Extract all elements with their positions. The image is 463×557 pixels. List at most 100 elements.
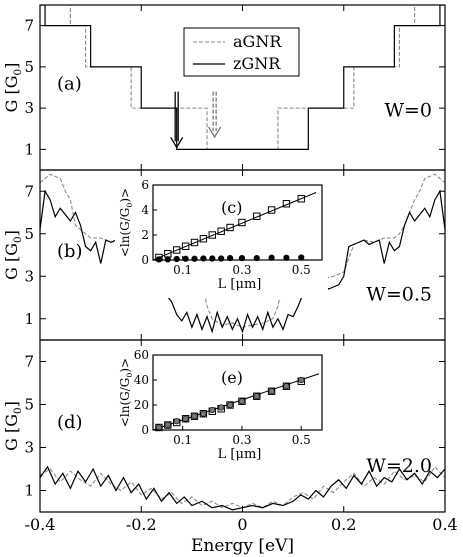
inset-marker-square [199,235,208,243]
inset-y-tick-label: 20 [134,398,149,412]
inset-marker-circle [155,256,163,263]
panel-label: (b) [57,241,83,262]
inset-marker-square [190,238,199,247]
inset-x-tick-label: 0.5 [292,263,311,277]
inset-y-axis-label: <ln(G/G0)> [118,358,134,427]
inset-marker-square [217,227,225,235]
y-tick-label: 5 [24,396,34,414]
y-axis-label: G [G0] [2,401,24,451]
x-tick-label: 0.2 [331,515,356,534]
inset-y-axis-label-main: <ln(G/G [118,378,132,428]
inset-marker-circle [283,383,290,390]
inset-marker-circle [298,376,305,384]
inset-marker-square [297,195,305,203]
inset-marker-square [238,218,246,227]
inset-frame [152,354,323,431]
y-tick-label: 3 [24,267,34,285]
panel-label: (d) [57,412,83,433]
arrow-head [170,136,184,149]
y-tick-label: 7 [24,17,34,35]
inset-marker-circle [173,418,180,425]
panel-1: 1 3 5 7 G [G0] (a) W=0 [2,4,446,171]
y-axis-label-tail: ] [2,63,21,69]
inset-marker-circle [173,255,180,263]
inset-y-tick-label: 40 [134,373,149,387]
y-axis-label: G [G0] [2,63,24,113]
inset-y-axis-label-sub: 0 [125,203,134,208]
panel-series-group [40,173,445,334]
inset-x-axis-label: L [μm] [218,277,262,292]
legend-box [183,27,300,77]
x-axis-label: Energy [eV] [191,536,294,556]
inset-x-tick-label: 0.1 [173,433,192,447]
panel-annotation: W=0.5 [366,284,432,306]
inset-marker-square [226,401,234,409]
inset-y-tick-label: 2 [141,228,149,242]
y-axis-label-sub: 0 [12,236,24,243]
inset-marker-square [190,412,199,420]
inset-marker-circle [191,413,198,420]
inset-y-tick-label: 4 [141,203,149,217]
inset-marker-square [155,423,163,432]
legend-label-zgnr: zGNR [233,54,281,73]
inset-marker-circle [164,421,171,429]
inset-marker-square [181,242,190,250]
y-axis-label-main: G [G [2,75,21,112]
y-axis-label-main: G [G [2,414,21,451]
inset-y-tick-label: 0 [141,423,149,437]
inset-marker-circle [226,401,234,409]
series-line-zgnr [40,5,445,150]
inset-marker-circle [238,398,246,405]
inset-marker-square [267,387,276,395]
y-tick-label: 1 [24,140,34,158]
y-tick-label: 3 [24,439,34,457]
inset-marker-square [282,200,291,208]
inset-marker-square [208,231,216,239]
inset-marker-square [181,415,190,423]
inset-x-tick-label: 0.1 [173,263,192,277]
panel-annotation: W=2.0 [366,455,432,477]
y-tick-label: 7 [24,353,34,371]
inset-marker-square [226,223,234,232]
series-line-zgnr [40,189,445,334]
inset-y-axis-label: <ln(G/G0)> [118,188,134,257]
y-tick-label: 5 [24,58,34,76]
y-axis-label-sub: 0 [12,69,24,76]
y-axis-label-sub: 0 [12,407,24,414]
y-axis-label-main: G [G [2,243,21,280]
inset-y-axis-label-tail: )> [118,188,132,203]
inset-marker-square [173,246,181,254]
inset-panel-label: (e) [221,368,243,387]
panel-annotation: W=0 [384,99,432,121]
series-line-agnr [40,173,445,328]
inset-marker-circle [182,255,189,262]
inset-marker-square [253,392,261,400]
y-axis-label-tail: ] [2,401,21,407]
x-tick-label: -0.2 [126,515,157,534]
inset-y-tick-label: 6 [141,178,149,192]
x-tick-label: -0.4 [25,515,56,534]
inset-marker-circle [253,393,260,400]
y-axis-label: G [G0] [2,230,24,280]
y-tick-label: 5 [24,225,34,243]
inset-panel-label: (c) [221,198,242,217]
inset-marker-square [253,212,261,220]
inset-marker-circle [182,415,189,422]
x-tick-label: 0 [237,515,247,534]
legend: aGNR zGNR [183,27,300,77]
inset-marker-circle [209,406,216,414]
inset-y-tick-label: 60 [134,348,149,362]
inset-marker-square [199,410,208,418]
inset-marker-circle [218,404,225,411]
panel-label: (a) [57,74,82,95]
x-axis: -0.4 -0.2 0 0.2 0.4 Energy [eV] [25,515,458,556]
y-tick-label: 3 [24,99,34,117]
inset-x-axis-label: L [μm] [218,447,262,462]
panel-series-group [40,5,445,150]
y-axis-label-tail: ] [2,230,21,236]
